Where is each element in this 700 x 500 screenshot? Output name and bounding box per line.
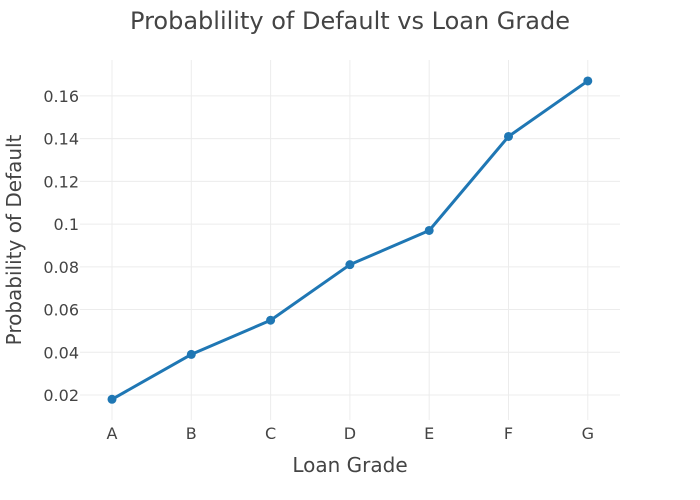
- y-tick-label: 0.04: [43, 343, 79, 362]
- x-tick-label: G: [582, 424, 594, 443]
- x-tick-label: E: [424, 424, 434, 443]
- y-tick-label: 0.16: [43, 87, 79, 106]
- x-tick-label: F: [504, 424, 513, 443]
- y-tick-label: 0.1: [54, 215, 79, 234]
- data-point[interactable]: [107, 394, 117, 404]
- data-point[interactable]: [345, 260, 355, 270]
- x-tick-label: A: [107, 424, 118, 443]
- data-point[interactable]: [186, 349, 196, 359]
- data-point[interactable]: [583, 76, 593, 86]
- y-tick-label: 0.08: [43, 258, 79, 277]
- y-tick-label: 0.14: [43, 130, 79, 149]
- data-point[interactable]: [424, 225, 434, 235]
- data-point[interactable]: [266, 315, 276, 325]
- x-axis-title: Loan Grade: [292, 453, 407, 477]
- y-tick-label: 0.12: [43, 172, 79, 191]
- y-axis-title: Probability of Default: [2, 134, 26, 345]
- y-tick-label: 0.02: [43, 386, 79, 405]
- x-tick-label: D: [344, 424, 356, 443]
- chart-title: Probablility of Default vs Loan Grade: [130, 7, 570, 35]
- x-tick-label: C: [265, 424, 276, 443]
- y-axis-ticks: 0.02 0.04 0.06 0.08 0.1 0.12 0.14 0.16: [43, 87, 79, 405]
- x-tick-label: B: [186, 424, 197, 443]
- series-layer: [107, 76, 593, 404]
- y-tick-label: 0.06: [43, 301, 79, 320]
- data-point[interactable]: [504, 131, 513, 141]
- x-axis-ticks: A B C D E F G: [107, 424, 594, 443]
- grid-lines: [80, 60, 620, 420]
